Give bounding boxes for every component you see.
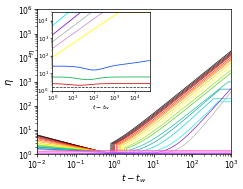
Y-axis label: $\eta$: $\eta$ — [4, 78, 16, 86]
X-axis label: $t-t_w$: $t-t_w$ — [121, 172, 147, 185]
